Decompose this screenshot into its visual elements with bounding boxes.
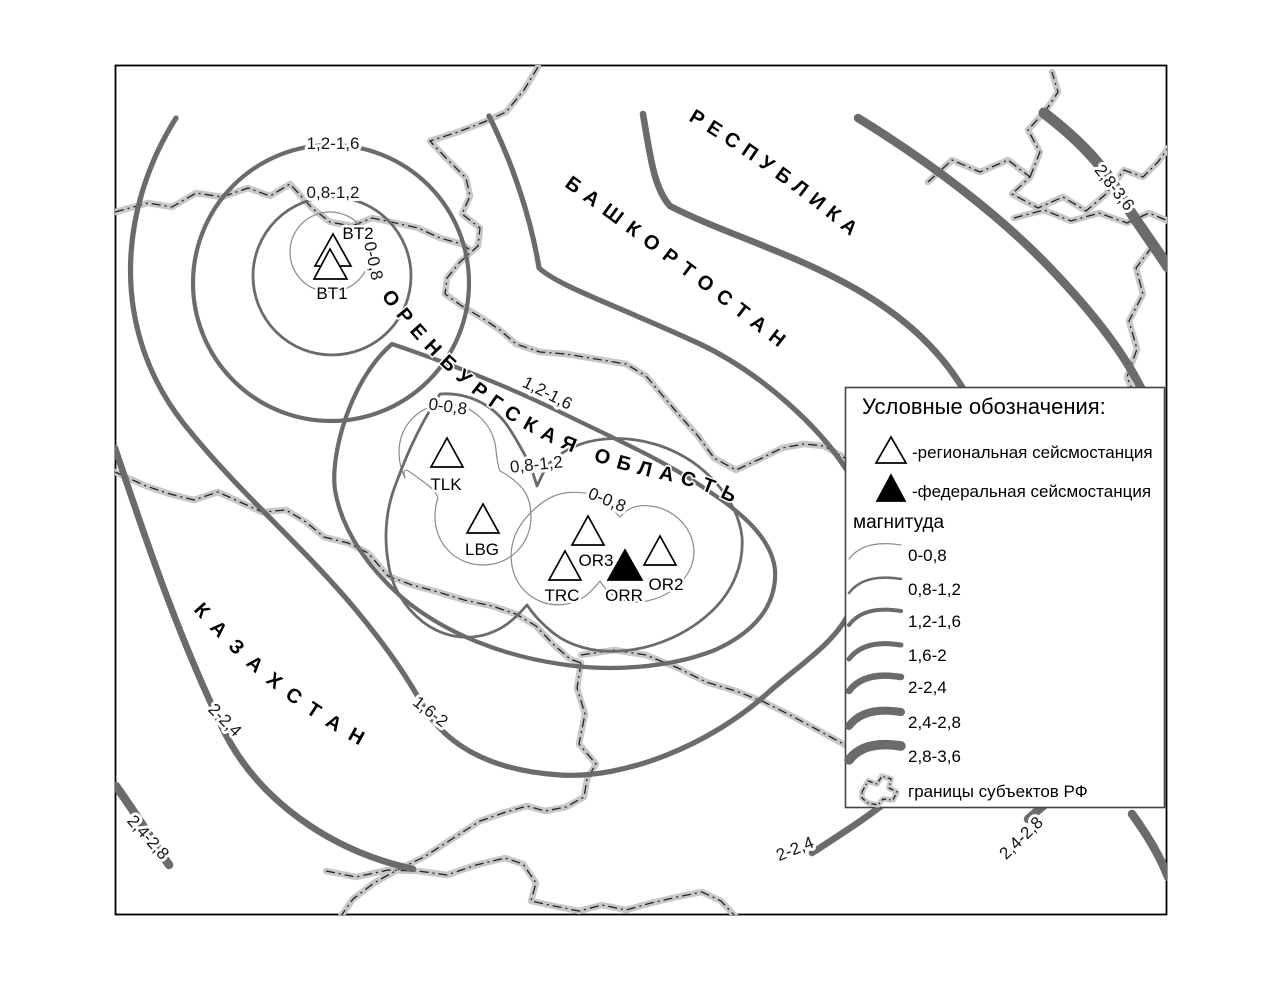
legend-line-sample-4 <box>846 641 904 662</box>
station-OR3: OR3 <box>570 514 616 573</box>
station-label: BT1 <box>316 284 347 303</box>
station-triangle-regional <box>465 502 501 534</box>
isoline-label: 2,8-3,6 <box>1091 161 1139 214</box>
isoline-16-2-northeast <box>486 113 849 472</box>
isoline-label: 2,4-2,8 <box>996 813 1047 863</box>
isoline-0-08-or-group <box>510 491 695 606</box>
isoline-label: 1,2-1,6 <box>307 134 360 153</box>
isoline-16-2-west <box>128 115 850 778</box>
legend-line-sample-3 <box>847 607 903 627</box>
isoline-label: 0-0,8 <box>586 484 629 516</box>
isoline-08-12-bt <box>251 195 413 357</box>
station-LBG: LBG <box>462 502 502 562</box>
legend-line-label: 2,8-3,6 <box>908 747 961 766</box>
legend-regional-station-icon <box>874 435 908 464</box>
isoline-label: 0,8-1,2 <box>509 452 564 476</box>
map-frame <box>114 64 1168 916</box>
legend-line-label: 1,2-1,6 <box>908 612 961 631</box>
isoline-24-28-southwest <box>115 781 174 870</box>
legend-line-sample-7 <box>844 739 906 765</box>
station-TRC: TRC <box>542 549 583 608</box>
isoline-2-24-west <box>115 444 417 873</box>
legend-magnitude-scale: 0-0,8 0,8-1,2 1,2-1,6 1,6-2 2-2,4 2,4-2,… <box>844 543 961 766</box>
isoline-label: 0-0,8 <box>427 394 468 418</box>
station-label: TRC <box>545 586 580 605</box>
station-triangle-federal <box>606 548 644 581</box>
magnitude-isolines <box>115 107 1167 882</box>
region-label-bashkortostan: БАШКОРТОСТАН <box>561 172 796 357</box>
legend-line-sample-5 <box>845 672 905 695</box>
legend-line-sample-1 <box>848 543 902 560</box>
station-triangle-regional <box>570 514 606 546</box>
legend-magnitude-header: магнитуда <box>853 512 945 533</box>
isoline-label: 1,6-2 <box>409 692 451 731</box>
legend-federal-station-icon <box>875 473 907 502</box>
legend-line-label: 0-0,8 <box>908 546 947 565</box>
legend-line-label: 2-2,4 <box>908 678 947 697</box>
isoline-28-36-northeast <box>1038 107 1167 273</box>
station-triangle-regional <box>547 549 583 581</box>
station-triangle-regional <box>312 247 349 280</box>
isoline-label: 0,8-1,2 <box>307 183 360 202</box>
legend-line-sample-2 <box>847 576 903 595</box>
legend-line-label: 1,6-2 <box>908 646 947 665</box>
isoline-label: 0-0,8 <box>360 240 387 282</box>
isoline-2-24-northeast <box>639 110 969 396</box>
isoline-label: 2,4-2,8 <box>123 811 173 863</box>
station-ORR: ORR <box>603 548 645 608</box>
legend-borders-label: границы субъектов РФ <box>908 782 1088 801</box>
station-TLK: TLK <box>428 436 465 497</box>
isoline-24-28-northeast <box>853 113 1147 395</box>
isoline-12-16-central <box>332 341 778 671</box>
station-label: LBG <box>465 540 499 559</box>
isoline-12-16-bt <box>190 142 472 424</box>
station-triangle-regional <box>642 534 678 566</box>
isoline-0-08-tlk-lbg <box>398 403 532 566</box>
isoline-08-12-central <box>384 392 744 653</box>
station-triangle-regional <box>429 436 465 468</box>
region-label-kazakhstan: КАЗАХСТАН <box>189 599 378 756</box>
isoline-0-08-bt <box>289 211 371 293</box>
station-BT1: BT1 <box>312 247 350 306</box>
legend-line-label: 2,4-2,8 <box>908 713 961 732</box>
stations: BT2 BT1 TLK LBG OR3 TRC <box>312 222 686 608</box>
station-label: OR2 <box>649 575 684 594</box>
legend-line-label: 0,8-1,2 <box>908 580 961 599</box>
station-label: ORR <box>605 586 643 605</box>
station-OR2: OR2 <box>642 534 686 597</box>
legend-title: Условные обозначения: <box>862 394 1106 419</box>
station-label: BT2 <box>342 224 373 243</box>
legend-federal-station-label: -федеральная сейсмостанция <box>912 482 1151 501</box>
legend-borders-item: границы субъектов РФ <box>862 776 1088 805</box>
legend-line-sample-6 <box>845 706 905 730</box>
station-BT2: BT2 <box>313 222 376 267</box>
isoline-24-28-corner <box>1127 809 1167 882</box>
isoline-label: 2-2,4 <box>773 833 816 865</box>
station-label: TLK <box>430 475 462 494</box>
legend-regional-station-label: -региональная сейсмостанция <box>912 443 1153 462</box>
legend: Условные обозначения: -региональная сейс… <box>844 386 1166 809</box>
station-label: OR3 <box>579 551 614 570</box>
